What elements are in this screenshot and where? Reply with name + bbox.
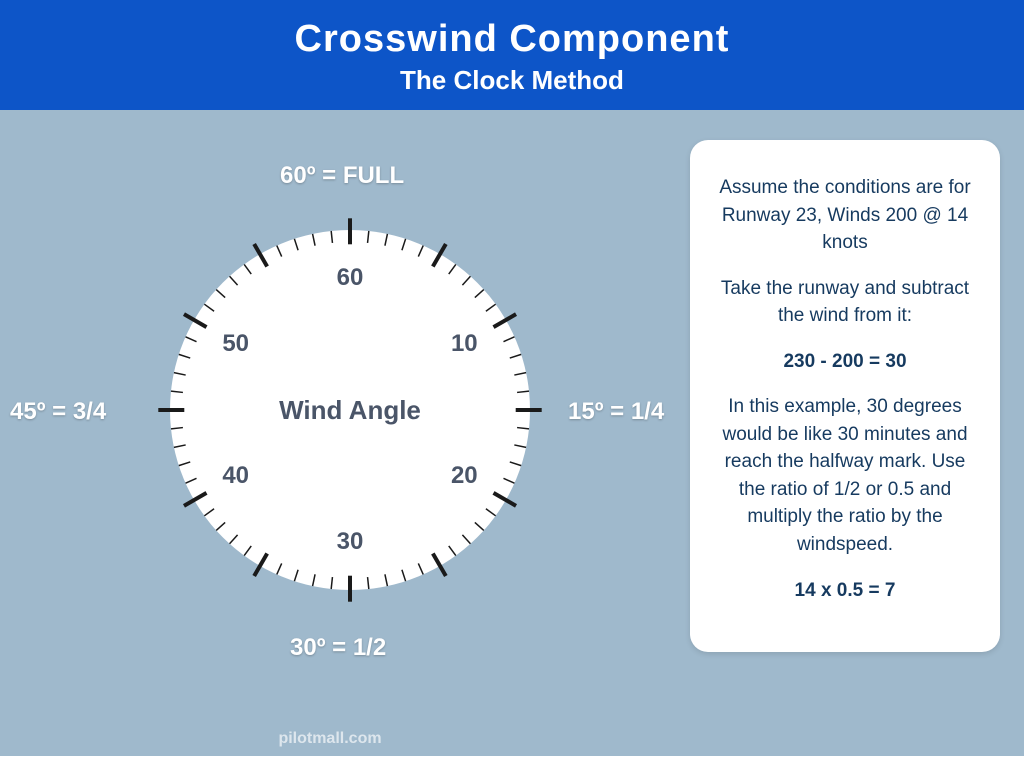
clock-center-label: Wind Angle <box>250 395 450 426</box>
clock-number-40: 40 <box>222 462 249 490</box>
card-paragraph-2: Take the runway and subtract the wind fr… <box>714 275 976 330</box>
clock-number-50: 50 <box>222 330 249 358</box>
outer-label: 15º = 1/4 <box>568 398 664 426</box>
footer-credit: pilotmall.com <box>0 730 660 748</box>
card-equation-2: 14 x 0.5 = 7 <box>714 577 976 605</box>
outer-label: 60º = FULL <box>280 162 404 190</box>
page-subtitle: The Clock Method <box>0 65 1024 96</box>
outer-label: 30º = 1/2 <box>290 634 386 662</box>
card-paragraph-3: In this example, 30 degrees would be lik… <box>714 393 976 558</box>
clock-number-30: 30 <box>337 528 364 556</box>
main-area: 60 10 20 30 40 50 Wind Angle 60º = FULL 15º = … <box>0 110 1024 756</box>
clock-number-60: 60 <box>337 264 364 292</box>
clock-number-20: 20 <box>451 462 478 490</box>
page-title: Crosswind Component <box>0 18 1024 61</box>
card-paragraph-1: Assume the conditions are for Runway 23,… <box>714 174 976 257</box>
card-equation-1: 230 - 200 = 30 <box>714 348 976 376</box>
explanation-card: Assume the conditions are for Runway 23,… <box>690 140 1000 652</box>
outer-label: 45º = 3/4 <box>10 398 106 426</box>
header-banner: Crosswind Component The Clock Method <box>0 0 1024 110</box>
clock-number-10: 10 <box>451 330 478 358</box>
clock-diagram: 601020304050 Wind Angle 60º = FULL15º = … <box>60 150 640 730</box>
